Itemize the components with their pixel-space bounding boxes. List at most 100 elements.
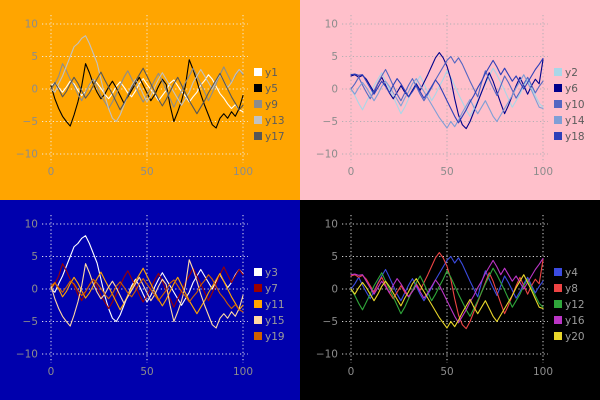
panel-bottom-right: 10 5 0 −5 −10 0 50 100 y4 y8 y12 y16 y20 <box>300 200 600 400</box>
x-tick-label: 100 <box>533 166 553 178</box>
legend-swatch-y3 <box>254 268 262 276</box>
legend-swatch-y11 <box>254 300 262 308</box>
legend-label-y2: y2 <box>565 67 578 79</box>
series-line-y17 <box>50 67 244 115</box>
plot-background <box>300 0 600 200</box>
legend-label-y13: y13 <box>265 115 285 127</box>
series-line-y7 <box>50 263 244 310</box>
x-tick-label: 50 <box>440 366 453 378</box>
series-line-y4 <box>350 255 544 302</box>
legend-label-y15: y15 <box>265 315 285 327</box>
legend-swatch-y6 <box>554 84 562 92</box>
y-tick-label: 5 <box>331 251 338 263</box>
series-line-y2 <box>350 67 544 117</box>
x-tick-label: 100 <box>533 366 553 378</box>
y-tick-label: 5 <box>31 51 38 63</box>
legend-swatch-y18 <box>554 132 562 140</box>
legend-swatch-y10 <box>554 100 562 108</box>
legend-label-y20: y20 <box>565 331 585 343</box>
x-tick-label: 0 <box>48 166 55 178</box>
legend-label-y6: y6 <box>565 83 578 95</box>
series-line-y12 <box>350 267 544 317</box>
panel-top-right: 10 5 0 −5 −10 0 50 100 y2 y6 y10 y14 y18 <box>300 0 600 200</box>
legend-swatch-y14 <box>554 116 562 124</box>
legend-swatch-y1 <box>254 68 262 76</box>
legend-label-y18: y18 <box>565 131 585 143</box>
legend-swatch-y8 <box>554 284 562 292</box>
y-tick-label: 0 <box>331 84 338 96</box>
legend-swatch-y2 <box>554 68 562 76</box>
legend-swatch-y20 <box>554 332 562 340</box>
y-tick-label: −10 <box>316 349 338 361</box>
x-tick-label: 50 <box>440 166 453 178</box>
legend-swatch-y7 <box>254 284 262 292</box>
y-tick-label: −10 <box>16 349 38 361</box>
series-line-y13 <box>50 35 244 123</box>
legend-label-y4: y4 <box>565 267 578 279</box>
legend-label-y17: y17 <box>265 131 285 143</box>
legend-swatch-y16 <box>554 316 562 324</box>
legend-label-y3: y3 <box>265 267 278 279</box>
legend-swatch-y5 <box>254 84 262 92</box>
series-line-y19 <box>50 274 244 313</box>
y-tick-label: −5 <box>323 116 338 128</box>
series-line-y9 <box>50 63 244 110</box>
series-line-y18 <box>350 57 544 124</box>
legend-label-y8: y8 <box>565 283 578 295</box>
series-line-y3 <box>50 235 244 323</box>
series-line-y16 <box>350 257 544 324</box>
x-tick-label: 0 <box>348 166 355 178</box>
legend-swatch-y19 <box>254 332 262 340</box>
legend-swatch-y4 <box>554 268 562 276</box>
x-tick-label: 0 <box>348 366 355 378</box>
legend-label-y7: y7 <box>265 283 278 295</box>
y-tick-label: 10 <box>25 219 38 231</box>
x-tick-label: 100 <box>233 366 253 378</box>
legend-label-y12: y12 <box>565 299 585 311</box>
y-tick-label: −5 <box>323 316 338 328</box>
series-line-y14 <box>350 74 544 129</box>
series-line-y5 <box>50 59 244 129</box>
legend-swatch-y13 <box>254 116 262 124</box>
series-line-y10 <box>350 55 544 102</box>
legend-swatch-y9 <box>254 100 262 108</box>
legend-swatch-y12 <box>554 300 562 308</box>
panel-bottom-left: 10 5 0 −5 −10 0 50 100 y3 y7 y11 y15 y19 <box>0 200 300 400</box>
series-line-y20 <box>350 274 544 329</box>
y-tick-label: 0 <box>331 284 338 296</box>
series-line-y11 <box>50 267 244 315</box>
legend-label-y10: y10 <box>565 99 585 111</box>
y-tick-label: 5 <box>331 51 338 63</box>
x-tick-label: 50 <box>140 166 153 178</box>
legend-swatch-y15 <box>254 316 262 324</box>
y-tick-label: 5 <box>31 251 38 263</box>
legend-swatch-y17 <box>254 132 262 140</box>
legend-label-y5: y5 <box>265 83 278 95</box>
y-tick-label: 10 <box>25 19 38 31</box>
legend-label-y16: y16 <box>565 315 585 327</box>
legend-label-y1: y1 <box>265 67 278 79</box>
y-tick-label: −10 <box>316 149 338 161</box>
y-tick-label: −5 <box>23 116 38 128</box>
series-line-y6 <box>350 52 544 130</box>
legend-label-y14: y14 <box>565 115 585 127</box>
y-tick-label: 10 <box>325 219 338 231</box>
panel-top-left: 10 5 0 −5 −10 0 50 100 y1 y5 y9 y13 y17 <box>0 0 300 200</box>
y-tick-label: 0 <box>31 84 38 96</box>
x-tick-label: 0 <box>48 366 55 378</box>
series-line-y8 <box>350 252 544 330</box>
plot-background <box>300 200 600 400</box>
legend-label-y9: y9 <box>265 99 278 111</box>
y-tick-label: 10 <box>325 19 338 31</box>
y-tick-label: −10 <box>16 149 38 161</box>
x-tick-label: 100 <box>233 166 253 178</box>
series-line-y15 <box>50 259 244 329</box>
y-tick-label: −5 <box>23 316 38 328</box>
legend-label-y19: y19 <box>265 331 285 343</box>
y-tick-label: 0 <box>31 284 38 296</box>
